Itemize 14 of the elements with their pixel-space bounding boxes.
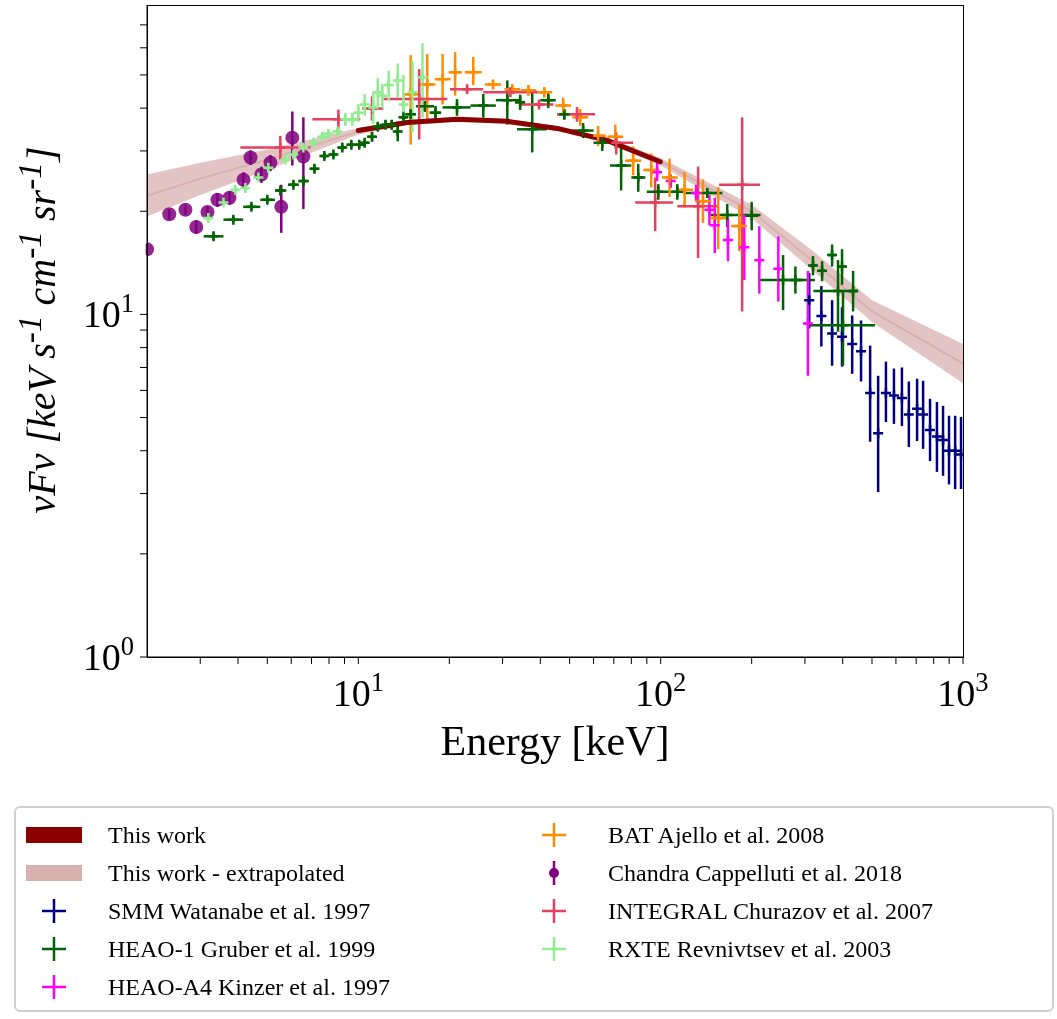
y-tick-label: 10$^{0}$ bbox=[82, 631, 134, 678]
legend-label: SMM Watanabe et al. 1997 bbox=[108, 897, 371, 925]
x-tick-label: 10$^{1}$ bbox=[332, 667, 384, 714]
legend-label: HEAO-1 Gruber et al. 1999 bbox=[108, 935, 376, 963]
x-tick-label: 10$^{2}$ bbox=[635, 667, 687, 714]
legend-label: HEAO-A4 Kinzer et al. 1997 bbox=[108, 973, 390, 1001]
x-axis-title: Energy [keV] bbox=[439, 717, 671, 765]
x-tick-label: 10$^{3}$ bbox=[937, 667, 989, 714]
legend-label: This work - extrapolated bbox=[108, 859, 345, 887]
legend-label: Chandra Cappelluti et al. 2018 bbox=[608, 859, 902, 887]
legend-label: RXTE Revnivtsev et al. 2003 bbox=[608, 935, 892, 963]
legend-label: BAT Ajello et al. 2008 bbox=[608, 821, 825, 849]
legend-label: INTEGRAL Churazov et al. 2007 bbox=[608, 897, 934, 925]
legend-label: This work bbox=[108, 821, 206, 849]
